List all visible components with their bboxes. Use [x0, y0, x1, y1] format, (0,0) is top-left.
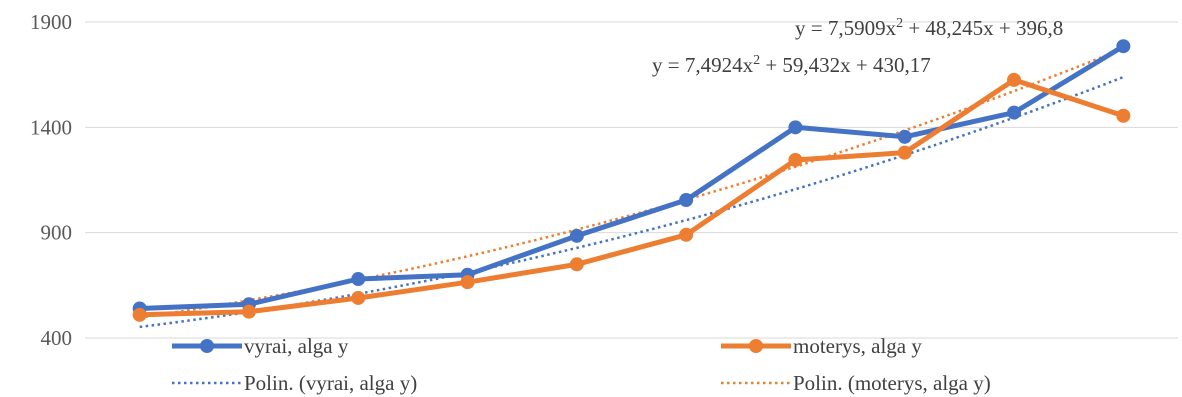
trendlines [139, 47, 1124, 329]
legend-label: Polin. (moterys, alga y) [793, 371, 991, 395]
data-point-moterys [788, 152, 803, 167]
trendline-equation: y = 7,4924x2 + 59,432x + 430,17 [652, 53, 931, 77]
legend-marker [749, 339, 763, 353]
y-tick-label: 900 [41, 221, 73, 245]
data-point-moterys [569, 257, 584, 272]
legend-label: moterys, alga y [793, 334, 922, 358]
data-point-vyrai [897, 129, 912, 144]
data-point-vyrai [788, 120, 803, 135]
y-tick-label: 1900 [30, 10, 72, 34]
trendline-moterys [139, 47, 1124, 319]
legend: vyrai, alga y moterys, alga y Polin. (vyra… [172, 334, 991, 395]
y-tick-label: 400 [41, 326, 73, 350]
data-point-moterys [1007, 72, 1022, 87]
legend-item: vyrai, alga y [172, 334, 349, 358]
legend-item: moterys, alga y [721, 334, 922, 358]
trendline-vyrai [139, 75, 1124, 329]
y-axis-tick-labels: 400 900 1400 1900 [30, 10, 72, 350]
legend-label: Polin. (vyrai, alga y) [244, 371, 417, 395]
trendline-equations: y = 7,5909x2 + 48,245x + 396,8 y = 7,4924… [652, 16, 1063, 77]
legend-item: Polin. (vyrai, alga y) [172, 371, 417, 395]
data-point-moterys [460, 275, 475, 290]
y-tick-label: 1400 [30, 115, 72, 139]
data-point-vyrai [1007, 105, 1022, 120]
legend-marker [200, 339, 214, 353]
series-line-vyrai [139, 44, 1125, 311]
data-series [132, 39, 1131, 322]
series-line-moterys [139, 77, 1125, 318]
legend-item: Polin. (moterys, alga y) [721, 371, 991, 395]
gridlines [85, 21, 1178, 339]
data-point-moterys [351, 290, 366, 305]
legend-label: vyrai, alga y [244, 334, 349, 358]
data-point-moterys [132, 307, 147, 322]
data-point-vyrai [679, 193, 694, 208]
trendline-equation: y = 7,5909x2 + 48,245x + 396,8 [795, 16, 1063, 40]
data-point-moterys [1116, 108, 1131, 123]
data-point-moterys [897, 145, 912, 160]
data-point-vyrai [1116, 39, 1131, 54]
data-point-moterys [241, 304, 256, 319]
data-point-vyrai [351, 272, 366, 287]
data-point-moterys [679, 227, 694, 242]
data-point-vyrai [569, 228, 584, 243]
